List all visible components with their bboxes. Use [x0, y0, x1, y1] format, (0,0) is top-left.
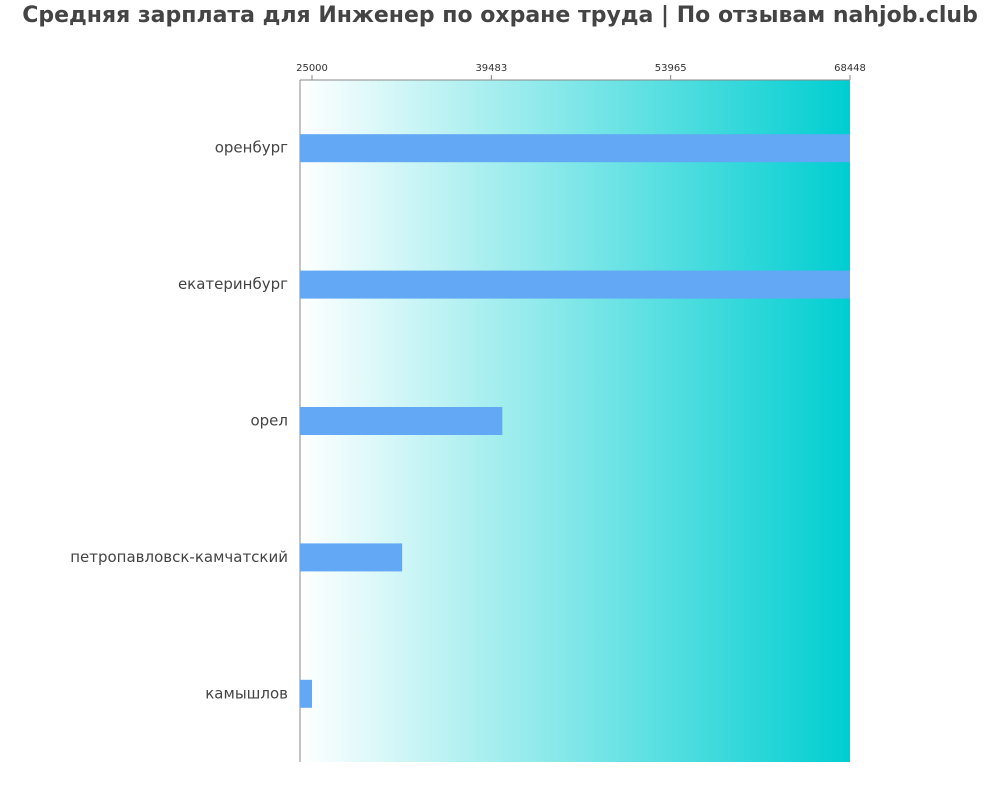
- chart-title: Средняя зарплата для Инженер по охране т…: [22, 3, 978, 28]
- x-tick-label: 53965: [655, 63, 687, 74]
- x-tick-label: 25000: [296, 63, 328, 74]
- y-tick-label: камышлов: [205, 684, 288, 702]
- y-tick-label: оренбург: [215, 139, 288, 157]
- x-tick-label: 68448: [834, 63, 866, 74]
- bar: [300, 134, 850, 163]
- bar: [300, 543, 403, 572]
- y-tick-label: орел: [250, 412, 288, 430]
- bar: [300, 407, 503, 435]
- bar: [300, 679, 313, 708]
- y-tick-label: екатеринбург: [178, 275, 288, 293]
- y-tick-label: петропавловск-камчатский: [70, 548, 288, 566]
- bar: [300, 270, 850, 299]
- x-tick-label: 39483: [475, 63, 507, 74]
